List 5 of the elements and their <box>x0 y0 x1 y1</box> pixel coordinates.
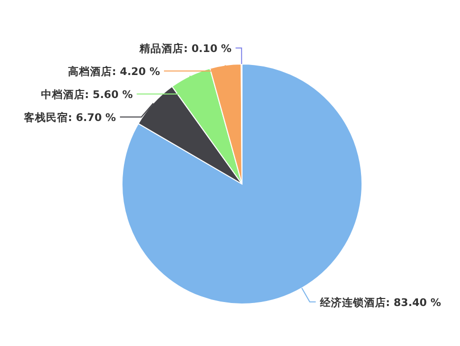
slice-label: 中档酒店: 5.60 % <box>40 88 134 101</box>
slice-label: 精品酒店: 0.10 % <box>138 42 232 55</box>
slice-label: 客栈民宿: 6.70 % <box>23 111 116 124</box>
slice-label: 经济连锁酒店: 83.40 % <box>318 296 442 309</box>
slice-label: 高档酒店: 4.20 % <box>68 65 160 78</box>
